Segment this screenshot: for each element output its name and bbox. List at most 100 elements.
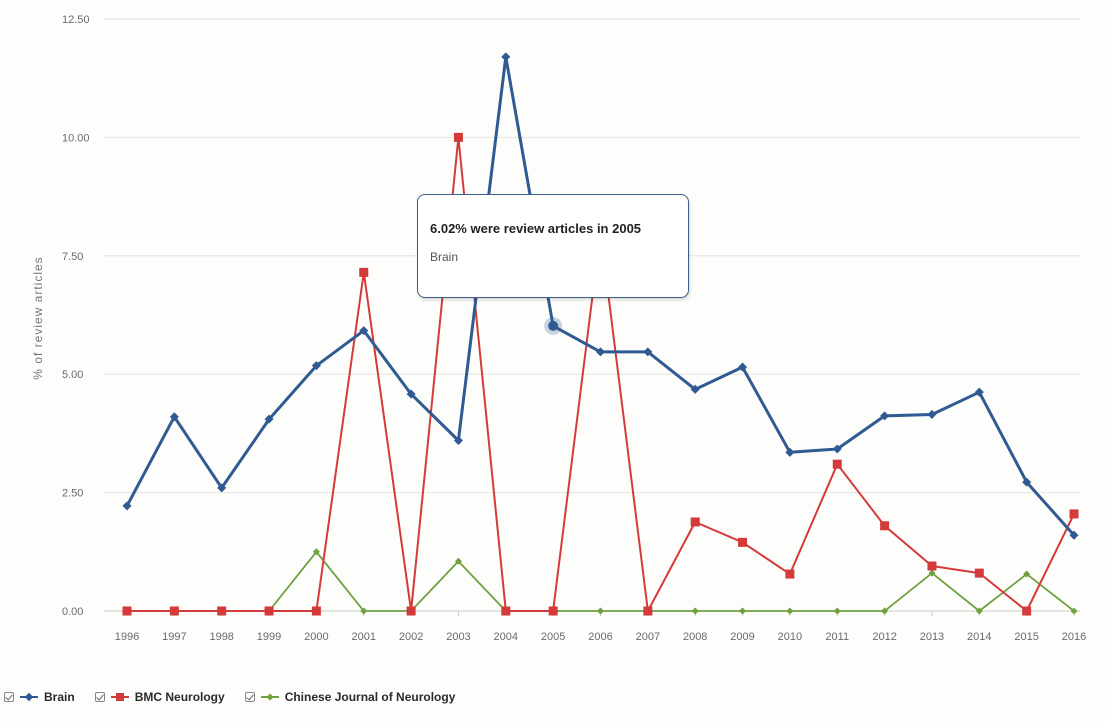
tooltip-title: 6.02% were review articles in 2005 <box>430 221 642 236</box>
legend-item-bmc-neurology[interactable]: BMC Neurology <box>94 690 225 704</box>
x-tick-label: 2011 <box>825 631 849 643</box>
data-point <box>406 389 416 399</box>
x-tick-label: 2002 <box>399 631 423 643</box>
legend-marker <box>266 693 274 701</box>
hover-point <box>548 320 559 331</box>
data-point <box>217 606 227 616</box>
y-tick-labels: 0.00 2.50 5.00 7.50 10.00 12.50 <box>62 14 90 618</box>
series-markers <box>122 52 1079 616</box>
data-point <box>311 606 321 616</box>
x-tick-label: 2003 <box>446 631 470 643</box>
diamond-marker-icon <box>260 693 279 701</box>
x-tick-label: 2012 <box>872 631 896 643</box>
data-point <box>596 607 605 615</box>
data-point <box>690 517 700 527</box>
data-point <box>1069 509 1079 519</box>
data-point <box>928 569 936 577</box>
legend-checkbox-icon[interactable] <box>94 692 105 702</box>
data-point <box>501 606 511 616</box>
x-tick-label: 2016 <box>1062 631 1086 643</box>
data-point <box>169 606 179 616</box>
data-point <box>739 607 747 615</box>
y-axis-title: % of review articles <box>31 256 45 379</box>
data-point <box>311 361 321 371</box>
legend-item-chinese-journal-of-neurology[interactable]: Chinese Journal of Neurology <box>244 690 456 704</box>
data-point <box>927 561 937 571</box>
x-tick-label: 2008 <box>683 631 707 643</box>
x-tick-label: 1997 <box>162 631 186 643</box>
data-point <box>1022 606 1032 616</box>
data-point <box>217 483 227 493</box>
y-tick-label: 7.50 <box>62 251 83 263</box>
chart-legend: Brain BMC Neurology Chinese Journal of N… <box>4 690 475 704</box>
x-tick-label: 2013 <box>920 631 944 643</box>
data-point <box>975 607 983 615</box>
series-line-chinese-journal-of-neurology <box>127 550 1075 612</box>
data-point <box>453 132 463 142</box>
data-point <box>832 459 842 469</box>
x-tick-label: 1998 <box>209 631 233 643</box>
data-point <box>690 384 700 394</box>
data-point <box>974 568 984 578</box>
data-point <box>832 444 842 454</box>
data-point <box>264 414 274 424</box>
data-point <box>169 412 179 422</box>
data-tooltip: 6.02% were review articles in 2005 Brain <box>417 194 689 298</box>
data-point <box>786 607 794 615</box>
x-tick-label: 2000 <box>304 631 328 643</box>
legend-checkbox-icon[interactable] <box>4 692 14 702</box>
data-point <box>501 52 511 62</box>
data-point <box>785 447 795 457</box>
legend-marker <box>115 693 124 701</box>
data-point <box>974 387 984 397</box>
data-point <box>122 606 132 616</box>
data-point <box>359 267 369 277</box>
data-point <box>595 347 606 357</box>
data-point <box>643 606 653 616</box>
x-tick-label: 1999 <box>257 631 281 643</box>
legend-item-brain[interactable]: Brain <box>4 690 75 704</box>
data-point <box>833 607 841 615</box>
data-point <box>927 409 937 419</box>
data-point <box>1069 530 1079 540</box>
x-tick-label: 2005 <box>541 631 565 643</box>
data-point <box>453 435 463 445</box>
data-point <box>738 362 748 372</box>
data-point <box>881 607 889 615</box>
legend-label: Chinese Journal of Neurology <box>284 690 456 704</box>
x-tick-label: 2004 <box>494 631 518 643</box>
x-tick-label: 2014 <box>967 631 991 643</box>
data-point <box>643 347 653 357</box>
x-tick-label: 2001 <box>352 631 376 643</box>
line-chart: % of review articles 0.00 2.50 5.00 7.50 10.… <box>31 14 1086 643</box>
x-tick-label: 2007 <box>636 631 660 643</box>
y-tick-label: 10.00 <box>62 132 90 144</box>
series-lines <box>125 55 1076 612</box>
y-tick-label: 12.50 <box>62 14 90 26</box>
x-tick-label: 2010 <box>778 631 802 643</box>
data-point <box>548 606 558 616</box>
legend-checkbox-icon[interactable] <box>244 692 255 702</box>
data-point <box>785 569 795 579</box>
x-tick-label: 2015 <box>1014 631 1038 643</box>
gridlines <box>104 18 1080 616</box>
data-point <box>880 411 890 421</box>
data-point <box>406 606 416 616</box>
square-marker-icon <box>110 693 129 701</box>
data-point <box>691 607 699 615</box>
y-tick-label: 0.00 <box>62 606 83 618</box>
legend-marker <box>24 692 34 702</box>
y-tick-label: 2.50 <box>62 488 83 500</box>
x-tick-label: 2006 <box>588 631 612 643</box>
x-tick-labels: 1996 1997 1998 1999 2000 2001 2002 2003 2004 2005… <box>115 631 1086 643</box>
x-tick-label: 1996 <box>115 631 139 643</box>
legend-label: BMC Neurology <box>134 690 225 704</box>
x-tick-label: 2009 <box>730 631 754 643</box>
tooltip-series-name: Brain <box>430 250 459 264</box>
y-tick-label: 5.00 <box>62 369 83 381</box>
data-point <box>359 326 369 336</box>
data-point <box>738 537 748 547</box>
diamond-marker-icon <box>20 692 38 702</box>
data-point <box>264 606 274 616</box>
data-point <box>880 521 890 531</box>
